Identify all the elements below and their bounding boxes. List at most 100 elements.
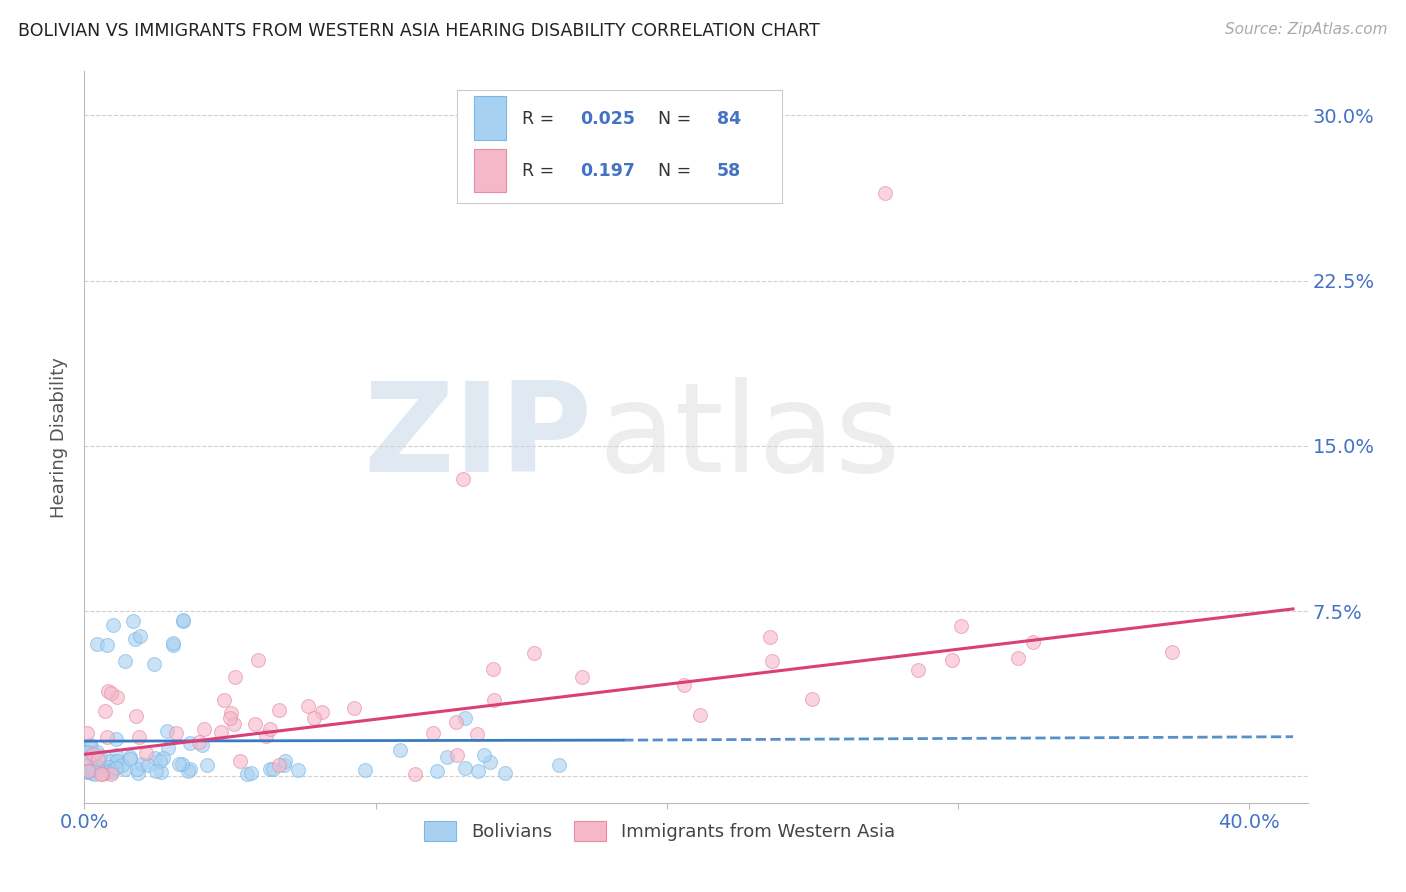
Point [86, 760, 108, 774]
Point [436, 750, 458, 764]
Point [188, 735, 211, 749]
Point [167, 757, 190, 772]
Point [101, 765, 124, 780]
Point [172, 615, 194, 629]
Point [77, 764, 100, 778]
Point [121, 614, 143, 628]
Point [166, 725, 188, 739]
Point [246, 653, 269, 667]
Point [949, 619, 972, 633]
Point [157, 741, 180, 756]
Point [287, 763, 309, 777]
Point [454, 711, 477, 725]
Point [801, 692, 824, 706]
Point [191, 738, 214, 752]
Point [156, 723, 179, 738]
Point [195, 758, 218, 772]
Point [152, 751, 174, 765]
Point [86, 745, 108, 759]
Point [162, 639, 184, 653]
Point [444, 715, 467, 730]
Point [149, 765, 172, 780]
Point [523, 646, 546, 660]
Point [76, 765, 98, 780]
Point [172, 613, 194, 627]
Point [86, 757, 108, 772]
Y-axis label: Hearing Disability: Hearing Disability [51, 357, 69, 517]
Point [86, 637, 108, 651]
Point [143, 750, 166, 764]
Point [472, 748, 495, 763]
Point [467, 764, 489, 778]
Point [222, 717, 245, 731]
Point [228, 755, 250, 769]
Point [193, 722, 215, 736]
Point [83, 767, 105, 781]
Point [162, 636, 184, 650]
Point [129, 628, 152, 642]
Point [124, 708, 146, 723]
Point [90, 767, 112, 781]
Point [98, 764, 121, 778]
Point [759, 630, 782, 644]
Point [136, 758, 159, 772]
Point [1007, 651, 1029, 665]
Point [672, 678, 695, 692]
Point [179, 735, 201, 749]
Text: atlas: atlas [598, 376, 900, 498]
Point [105, 748, 128, 763]
Point [1022, 634, 1045, 648]
Point [446, 747, 468, 762]
Point [454, 761, 477, 775]
Point [404, 767, 426, 781]
Point [451, 472, 474, 486]
Point [79, 739, 101, 753]
Point [142, 657, 165, 672]
Point [259, 723, 281, 737]
Point [94, 704, 117, 718]
Point [82, 760, 104, 774]
Point [482, 693, 505, 707]
Point [100, 685, 122, 699]
Point [79, 764, 101, 778]
Point [689, 707, 711, 722]
Point [389, 743, 412, 757]
Point [269, 758, 291, 772]
Point [100, 767, 122, 781]
Point [105, 761, 128, 775]
Text: BOLIVIAN VS IMMIGRANTS FROM WESTERN ASIA HEARING DISABILITY CORRELATION CHART: BOLIVIAN VS IMMIGRANTS FROM WESTERN ASIA… [18, 22, 820, 40]
Point [90, 762, 112, 776]
Point [259, 763, 281, 777]
Point [172, 757, 194, 772]
Point [120, 752, 142, 766]
Point [105, 754, 128, 768]
Point [179, 762, 201, 776]
Point [941, 653, 963, 667]
Point [494, 765, 516, 780]
Point [482, 662, 505, 676]
Point [479, 755, 502, 769]
Point [80, 762, 103, 776]
Point [86, 752, 108, 766]
Point [354, 763, 377, 777]
Point [82, 747, 104, 762]
Point [80, 765, 103, 780]
Point [254, 729, 277, 743]
Point [98, 754, 121, 768]
Point [426, 764, 449, 778]
Point [97, 683, 120, 698]
Legend: Bolivians, Immigrants from Western Asia: Bolivians, Immigrants from Western Asia [416, 814, 901, 848]
Text: ZIP: ZIP [363, 376, 592, 498]
Point [111, 757, 134, 772]
Point [128, 730, 150, 744]
Point [311, 706, 333, 720]
Point [125, 762, 148, 776]
Point [97, 760, 120, 774]
Point [219, 706, 242, 721]
Point [96, 731, 118, 745]
Point [212, 692, 235, 706]
Point [243, 717, 266, 731]
Point [267, 703, 290, 717]
Point [76, 726, 98, 740]
Point [145, 764, 167, 779]
